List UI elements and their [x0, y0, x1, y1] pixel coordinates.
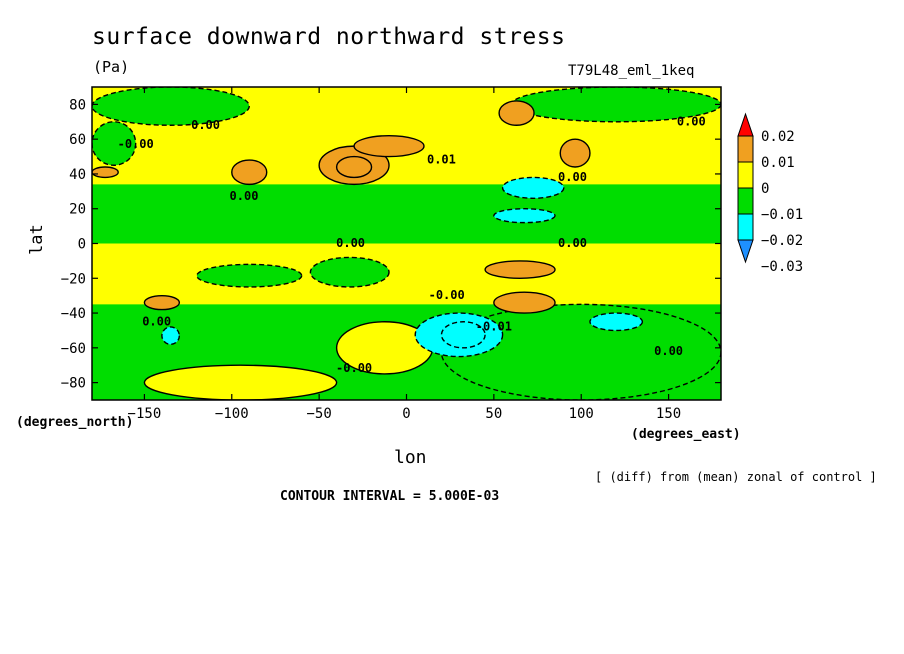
y-tick-label: 20	[69, 202, 86, 218]
y-axis-units: (degrees_north)	[16, 415, 134, 430]
contour-label: -0.00	[118, 137, 154, 151]
field-region	[498, 100, 535, 126]
colorbar-swatch	[737, 135, 754, 163]
field-region	[309, 256, 390, 288]
field-region	[92, 243, 721, 305]
x-tick-label: 50	[485, 406, 502, 422]
contour-label: 0.00	[558, 170, 587, 184]
field-region	[493, 291, 556, 314]
x-tick-label: 150	[656, 406, 681, 422]
field-region	[92, 87, 250, 126]
chart-units: (Pa)	[93, 58, 130, 76]
contour-label: 0.00	[336, 236, 365, 250]
field-region	[143, 294, 181, 311]
contour-label: 0.01	[427, 153, 456, 167]
field-region	[335, 155, 373, 179]
contour-label: -0.00	[336, 361, 372, 375]
field-region	[501, 176, 565, 199]
field-region	[484, 260, 556, 279]
field-region	[493, 208, 556, 224]
colorbar-cap-top	[737, 112, 754, 137]
x-axis-units: (degrees_east)	[631, 427, 741, 442]
colorbar-label: −0.01	[761, 207, 803, 223]
colorbar-label: −0.03	[761, 259, 803, 275]
colorbar-cap-bottom	[737, 239, 754, 264]
y-tick-label: 40	[69, 167, 86, 183]
field-region	[143, 364, 338, 400]
contour-label: 0.00	[677, 114, 706, 128]
contour-label: 0.00	[142, 314, 171, 328]
x-tick-label: −50	[306, 406, 331, 422]
colorbar-label: 0.01	[761, 155, 795, 171]
y-tick-label: −40	[61, 306, 86, 322]
colorbar-label: 0	[761, 181, 769, 197]
field-region	[161, 326, 181, 346]
field-region	[92, 121, 137, 166]
colorbar-swatch	[737, 187, 754, 215]
field-region	[196, 263, 303, 288]
contour-label: 0.00	[191, 118, 220, 132]
x-axis-label: lon	[394, 447, 427, 468]
x-tick-label: 100	[569, 406, 594, 422]
y-tick-label: −20	[61, 271, 86, 287]
y-tick-label: 80	[69, 97, 86, 113]
colorbar-swatch	[737, 213, 754, 241]
colorbar-label: 0.02	[761, 129, 795, 145]
field-region	[559, 138, 591, 168]
contour-interval-label: CONTOUR INTERVAL = 5.000E-03	[280, 489, 500, 504]
y-tick-label: 0	[78, 237, 86, 253]
field-region	[440, 321, 486, 349]
y-tick-label: −80	[61, 376, 86, 392]
difference-note: [ (diff) from (mean) zonal of control ]	[595, 470, 877, 484]
contour-label: -0.00	[429, 288, 465, 302]
colorbar-swatch	[737, 161, 754, 189]
contour-label: -0.01	[476, 319, 512, 333]
chart-title: surface downward northward stress	[92, 24, 566, 50]
y-tick-label: 60	[69, 132, 86, 148]
field-region	[92, 166, 119, 179]
field-region	[231, 159, 268, 186]
contour-label: 0.00	[230, 189, 259, 203]
field-region	[589, 312, 644, 332]
x-tick-label: −100	[215, 406, 249, 422]
y-tick-label: −60	[61, 341, 86, 357]
colorbar-label: −0.02	[761, 233, 803, 249]
x-tick-label: −150	[128, 406, 162, 422]
heatmap-field: 0.00 -0.00 0.00 0.01 0.00 0.00 0.00 0.00 -0.00 0.…	[92, 87, 721, 400]
contour-label: 0.00	[558, 236, 587, 250]
field-region	[353, 134, 425, 158]
run-label: T79L48_eml_1keq	[568, 63, 695, 79]
x-tick-label: 0	[402, 406, 410, 422]
contour-label: 0.00	[654, 344, 683, 358]
field-region	[92, 184, 721, 244]
